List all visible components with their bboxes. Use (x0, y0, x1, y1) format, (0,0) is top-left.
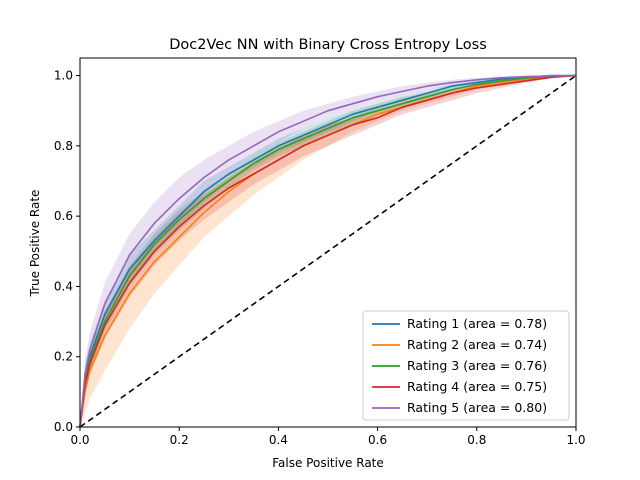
y-tick-label: 0.8 (54, 139, 73, 153)
chart-title: Doc2Vec NN with Binary Cross Entropy Los… (169, 37, 487, 53)
confidence-band-rating-5 (80, 75, 576, 427)
x-axis-ticks: 0.0 0.2 0.4 0.6 0.8 1.0 (70, 427, 586, 447)
plot-frame (79, 57, 577, 428)
y-tick-label: 0.6 (54, 209, 73, 223)
x-tick-label: 0.2 (170, 433, 189, 447)
y-axis-ticks: 0.0 0.2 0.4 0.6 0.8 1.0 (54, 69, 80, 434)
x-tick-label: 0.0 (70, 433, 89, 447)
x-tick-label: 0.4 (269, 433, 288, 447)
x-tick-label: 1.0 (566, 433, 585, 447)
chance-diagonal-line (79, 74, 577, 428)
confidence-band-rating-2 (80, 75, 576, 427)
legend-label-rating-3: Rating 3 (area = 0.76) (407, 358, 547, 373)
chance-line-group (79, 74, 577, 428)
roc-line-rating-4 (79, 74, 577, 428)
confidence-band-rating-4 (80, 75, 576, 427)
legend-label-rating-4: Rating 4 (area = 0.75) (407, 379, 547, 394)
roc-line-rating-1 (79, 74, 576, 428)
roc-line-rating-5 (79, 74, 577, 428)
legend-label-rating-2: Rating 2 (area = 0.74) (407, 337, 547, 352)
y-tick-label: 0.4 (54, 279, 73, 293)
roc-line-rating-3 (79, 74, 577, 428)
x-tick-label: 0.6 (368, 433, 387, 447)
legend-label-rating-5: Rating 5 (area = 0.80) (407, 400, 547, 415)
legend: Rating 1 (area = 0.78) Rating 2 (area = 0… (362, 310, 570, 421)
roc-curves (79, 74, 577, 428)
y-axis-label: True Positive Rate (28, 190, 42, 298)
y-tick-label: 1.0 (54, 69, 73, 83)
x-tick-label: 0.8 (467, 433, 486, 447)
y-tick-label: 0.0 (54, 420, 73, 434)
x-axis-label: False Positive Rate (272, 456, 384, 470)
confidence-bands (80, 75, 576, 427)
legend-box (362, 310, 570, 421)
y-tick-label: 0.2 (54, 350, 73, 364)
legend-label-rating-1: Rating 1 (area = 0.78) (407, 316, 547, 331)
